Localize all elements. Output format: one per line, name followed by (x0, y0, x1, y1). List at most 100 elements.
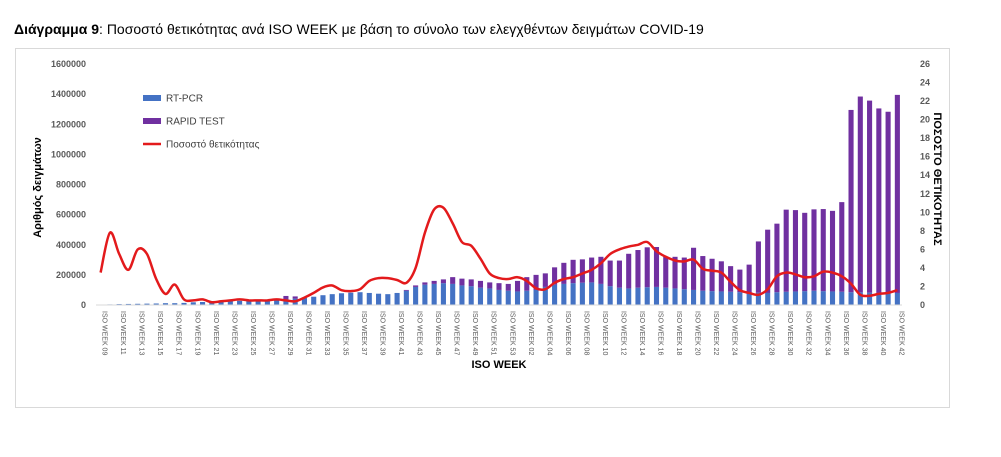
y-tick-label: 600000 (56, 210, 86, 220)
bar-rapid-test (468, 279, 474, 287)
y-tick-label: 0 (81, 300, 86, 310)
bar-rtpcr (607, 286, 613, 305)
x-tick-label: ISO WEEK 15 (156, 311, 163, 355)
bar-rtpcr (514, 291, 521, 305)
bar-rtpcr (728, 291, 734, 305)
x-tick-label: ISO WEEK 09 (101, 311, 108, 355)
bar-rapid-test (894, 94, 900, 293)
bar-rtpcr (301, 297, 307, 305)
bar-rapid-test (552, 267, 558, 285)
bar-rtpcr (598, 283, 604, 305)
bar-rtpcr (746, 292, 752, 305)
x-tick-label: ISO WEEK 08 (582, 311, 589, 355)
bar-rapid-test (570, 259, 576, 284)
bar-rtpcr (653, 286, 660, 305)
bar-rapid-test (644, 247, 650, 288)
y-tick-label: 1000000 (51, 149, 86, 159)
x-tick-label: ISO WEEK 37 (360, 311, 367, 355)
bar-rapid-test (783, 209, 789, 292)
bar-rtpcr (144, 303, 150, 305)
bar-rtpcr (477, 287, 484, 305)
bar-rapid-test (635, 250, 641, 288)
caption-text: Ποσοστό θετικότητας ανά ISO WEEK με βάση… (106, 21, 704, 37)
y2-tick-label: 24 (920, 78, 930, 88)
bar-rtpcr (431, 283, 437, 305)
y-tick-label: 200000 (56, 270, 86, 280)
bar-rtpcr (357, 292, 363, 305)
bar-rapid-test (450, 277, 456, 284)
x-tick-label: ISO WEEK 24 (731, 311, 738, 355)
y2-tick-label: 10 (920, 207, 930, 217)
bar-rapid-test (691, 247, 697, 290)
bar-rapid-test (718, 261, 724, 292)
bar-rtpcr (348, 292, 354, 305)
bar-rtpcr (496, 289, 502, 305)
bar-rtpcr (505, 290, 511, 305)
bar-rtpcr (487, 288, 493, 305)
bar-rapid-test (885, 111, 891, 294)
x-tick-label: ISO WEEK 35 (342, 311, 349, 355)
y2-tick-label: 26 (920, 59, 930, 69)
legend-swatch-rapid-test (143, 118, 161, 124)
bar-rtpcr (255, 300, 261, 305)
bar-rtpcr (246, 300, 252, 305)
bar-rtpcr (626, 288, 632, 305)
y2-tick-label: 18 (920, 133, 930, 143)
bar-rtpcr (802, 291, 808, 305)
bar-rtpcr (153, 303, 159, 305)
x-tick-label: ISO WEEK 28 (768, 311, 775, 355)
legend-swatch-rtpcr (143, 95, 161, 101)
bar-rapid-test (459, 278, 465, 286)
bar-rapid-test (755, 241, 761, 293)
x-tick-label: ISO WEEK 41 (397, 311, 404, 355)
bar-rapid-test (737, 269, 743, 293)
bar-rtpcr (533, 289, 539, 305)
bar-rapid-test (496, 283, 502, 290)
bar-rtpcr (589, 282, 595, 305)
bar-rtpcr (755, 292, 761, 305)
x-tick-label: ISO WEEK 49 (471, 311, 478, 355)
legend-label: RAPID TEST (166, 117, 225, 128)
bar-rtpcr (894, 292, 900, 305)
x-tick-label: ISO WEEK 43 (416, 311, 423, 355)
y2-tick-label: 14 (920, 170, 930, 180)
x-tick-label: ISO WEEK 16 (656, 311, 663, 355)
positivity-chart: 0 200000 400000 600000 800000 1000000 1200000 1… (32, 59, 943, 371)
legend-label: RT-PCR (166, 94, 203, 105)
bar-rtpcr (579, 282, 585, 305)
bar-rapid-test (607, 260, 613, 287)
x-tick-label: ISO WEEK 47 (453, 311, 460, 355)
bar-rapid-test (524, 277, 530, 291)
bar-rapid-test (616, 260, 622, 288)
bar-rtpcr (162, 303, 169, 305)
bar-rapid-test (579, 259, 585, 283)
x-tick-label: ISO WEEK 11 (119, 311, 126, 355)
bar-rapid-test (440, 279, 446, 284)
bar-rtpcr (570, 283, 576, 305)
x-tick-label: ISO WEEK 53 (508, 311, 515, 355)
bar-rapid-test (561, 262, 567, 284)
bar-rapid-test (663, 256, 669, 288)
y-tick-label: 800000 (56, 180, 86, 190)
x-tick-label: ISO WEEK 38 (860, 311, 867, 355)
bar-rtpcr (867, 292, 873, 305)
bar-rapid-test (533, 274, 539, 290)
bar-rapid-test (802, 212, 808, 292)
bar-rapid-test (792, 210, 799, 292)
bar-rtpcr (135, 303, 141, 305)
bar-rapid-test (829, 210, 836, 292)
bar-rtpcr (663, 287, 669, 305)
bar-rtpcr (876, 292, 882, 305)
bar-rapid-test (542, 273, 548, 287)
y2-tick-label: 22 (920, 96, 930, 106)
bar-rapid-test (681, 257, 687, 290)
bar-rapid-test (876, 108, 882, 293)
bar-rtpcr (218, 301, 224, 305)
bar-rtpcr (848, 292, 854, 305)
bar-rapid-test (487, 282, 493, 289)
x-tick-label: ISO WEEK 40 (879, 311, 886, 355)
bar-rtpcr (811, 290, 817, 305)
y2-tick-label: 8 (920, 226, 925, 236)
bar-rtpcr (172, 303, 178, 305)
bar-rtpcr (839, 291, 845, 305)
